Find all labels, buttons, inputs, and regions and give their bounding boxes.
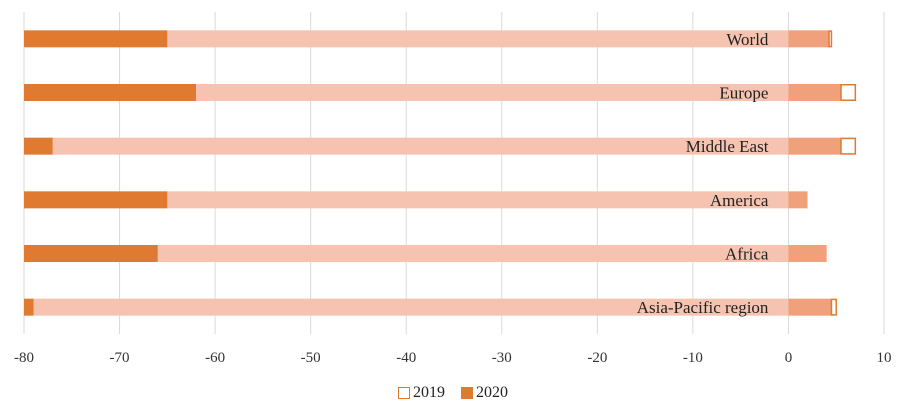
legend-label-2020: 2020 bbox=[476, 384, 508, 401]
x-tick-label: -50 bbox=[301, 350, 321, 366]
bar-overlap-world bbox=[167, 30, 789, 48]
legend-item-2019: 2019 bbox=[398, 384, 445, 402]
x-tick-label: -30 bbox=[492, 350, 512, 366]
bar-2020-pos-asia-pacific-region bbox=[788, 298, 832, 316]
gridlines bbox=[23, 12, 885, 334]
bars bbox=[24, 30, 857, 316]
bar-2020-africa bbox=[24, 245, 158, 262]
bar-2019-europe bbox=[840, 84, 857, 101]
category-label-europe: Europe bbox=[719, 84, 768, 103]
bar-2020-pos-europe bbox=[788, 84, 841, 101]
legend-swatch-2020 bbox=[461, 387, 473, 399]
bar-overlap-africa bbox=[157, 245, 789, 262]
bar-overlap-middle-east bbox=[52, 137, 789, 155]
legend-label-2019: 2019 bbox=[413, 384, 445, 401]
bar-2020-pos-world bbox=[788, 30, 830, 48]
x-tick-label: -70 bbox=[110, 350, 130, 366]
x-tick-label: 0 bbox=[785, 350, 793, 366]
bar-2020-pos-middle-east bbox=[788, 137, 841, 155]
bar-2020-middle-east bbox=[24, 137, 53, 155]
x-tick-label: -20 bbox=[587, 350, 607, 366]
legend: 2019 2020 bbox=[0, 384, 906, 404]
category-label-america: America bbox=[710, 191, 769, 210]
category-label-middle-east: Middle East bbox=[686, 137, 769, 156]
category-label-africa: Africa bbox=[725, 245, 769, 264]
bar-2020-world bbox=[24, 30, 168, 48]
x-tick-label: -60 bbox=[205, 350, 225, 366]
bar-2020-america bbox=[24, 191, 168, 209]
x-axis: -80 -70 -60 -50 -40 -30 -20 -10 0 10 bbox=[14, 350, 892, 366]
category-label-asia-pacific-region: Asia-Pacific region bbox=[637, 298, 769, 317]
category-labels: World Europe Middle East America Africa Asia-… bbox=[637, 30, 769, 317]
legend-swatch-2019 bbox=[398, 387, 410, 399]
bar-2019-middle-east bbox=[840, 137, 857, 155]
bar-2020-pos-africa bbox=[788, 245, 827, 262]
x-tick-label: -80 bbox=[14, 350, 34, 366]
category-label-world: World bbox=[726, 30, 769, 49]
bar-2020-europe bbox=[24, 84, 196, 101]
x-tick-label: 10 bbox=[877, 350, 892, 366]
bar-overlap-europe bbox=[196, 84, 789, 101]
bar-2019-asia-pacific-region bbox=[830, 298, 837, 316]
bar-2020-pos-america bbox=[788, 191, 808, 209]
bar-overlap-america bbox=[167, 191, 789, 209]
bar-2020-asia-pacific-region bbox=[24, 298, 34, 316]
bar-overlap-asia-pacific-region bbox=[33, 298, 789, 316]
bar-2019-world bbox=[828, 30, 833, 48]
legend-item-2020: 2020 bbox=[461, 384, 508, 402]
x-tick-label: -10 bbox=[683, 350, 703, 366]
x-tick-label: -40 bbox=[396, 350, 416, 366]
